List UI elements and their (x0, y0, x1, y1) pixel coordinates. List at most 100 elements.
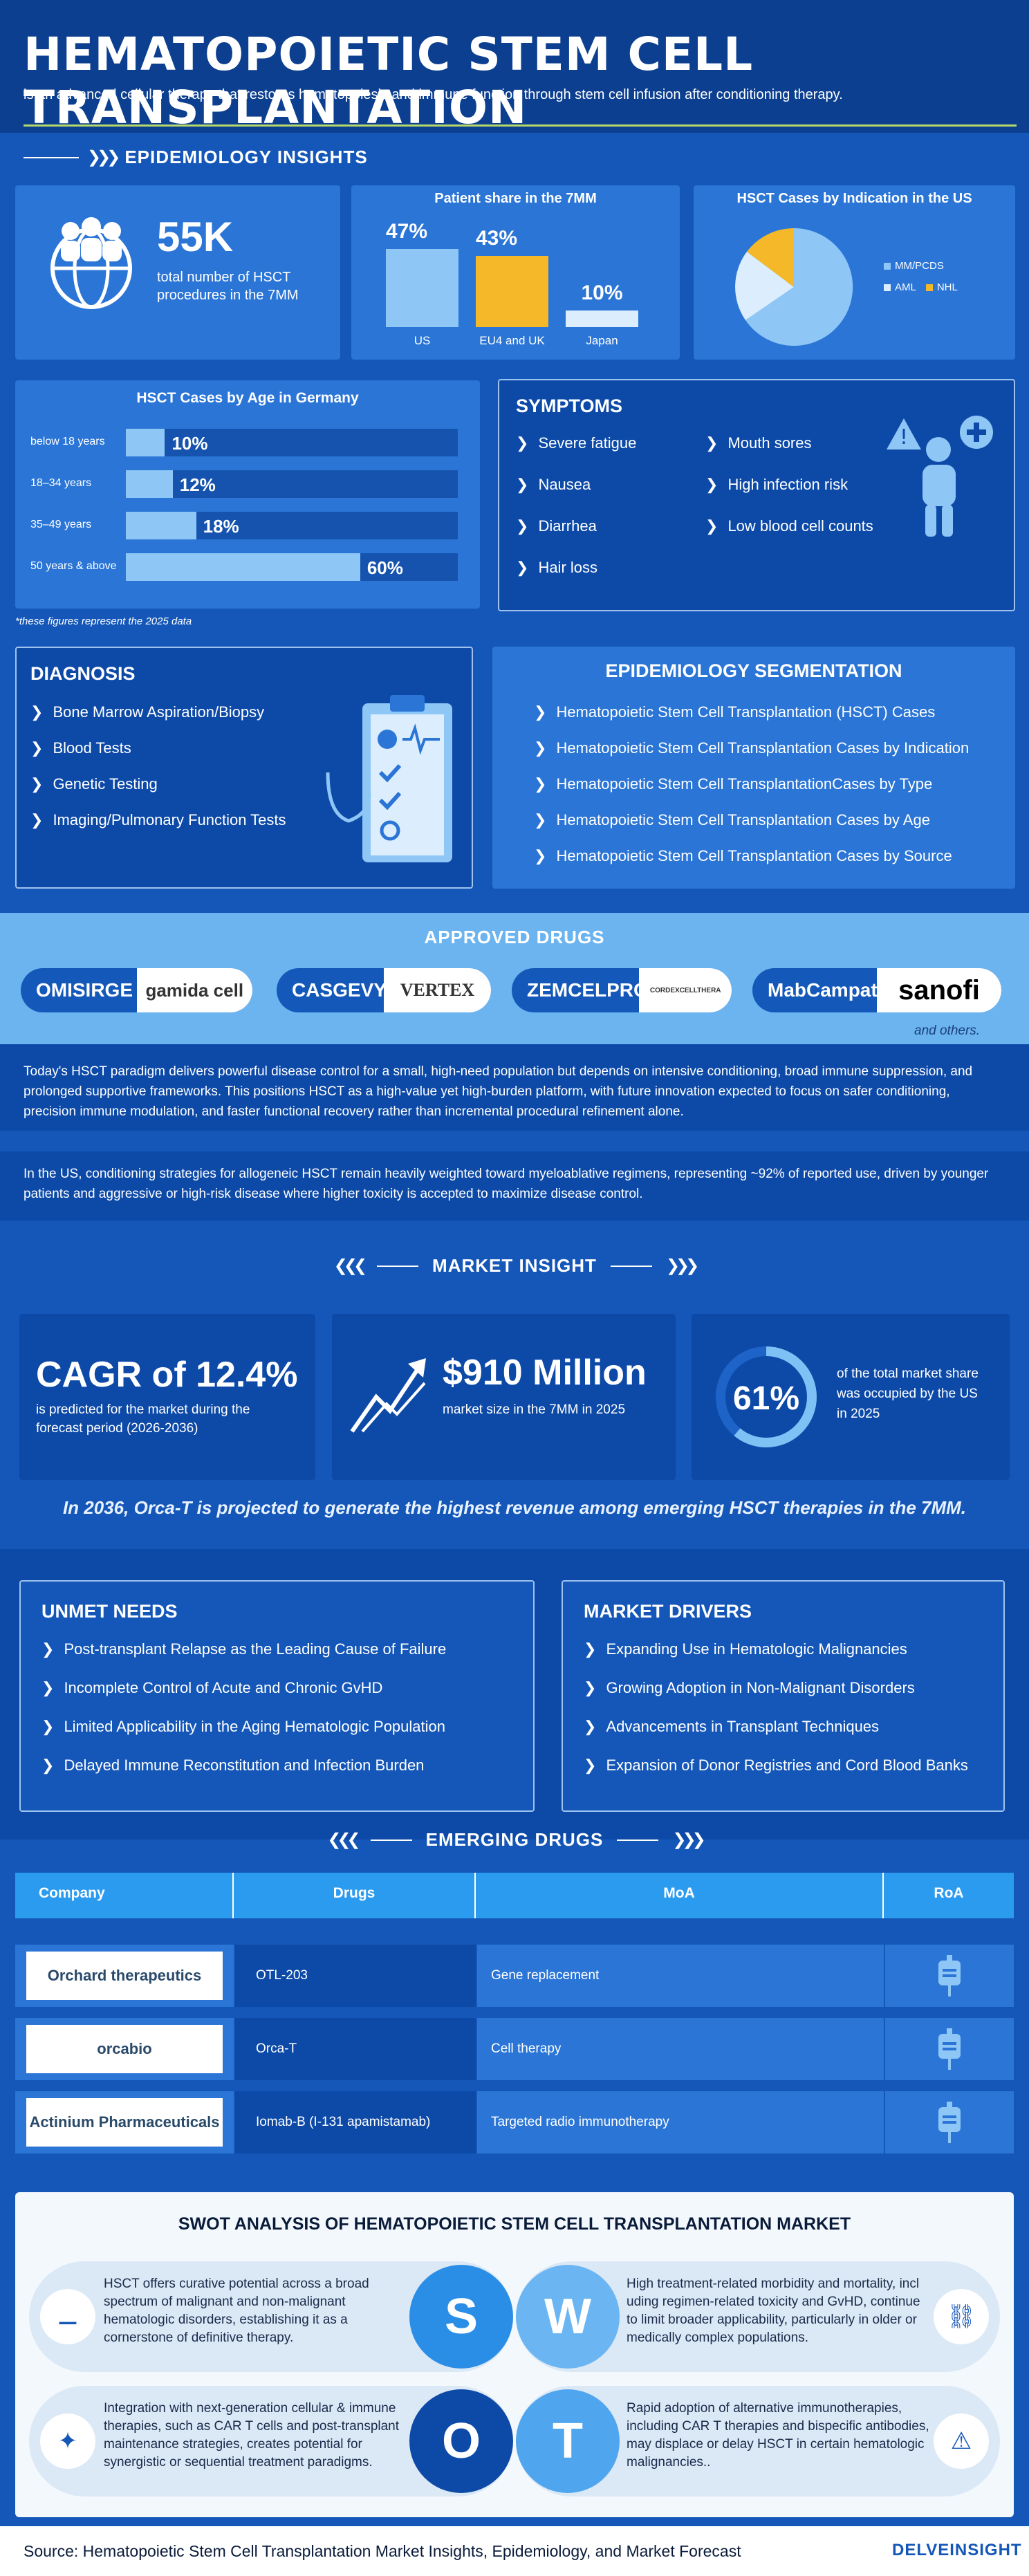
swot-panel: SWOT ANALYSIS OF HEMATOPOIETIC STEM CELL… (15, 2192, 1014, 2517)
unmet-item: ❯ Incomplete Control of Acute and Chronic… (41, 1679, 383, 1696)
chevron-right-icon: ❯ (516, 434, 529, 452)
age-label: below 18 years (30, 436, 105, 447)
swot-letter-w: W (516, 2265, 620, 2369)
swot-threat-text: Rapid adoption of alternative immunother… (627, 2401, 929, 2470)
chevron-right-icon: ❯ (584, 1640, 597, 1658)
age-title: HSCT Cases by Age in Germany (136, 390, 359, 406)
segmentation-item: ❯ Hematopoietic Stem Cell Transplantation… (534, 739, 970, 757)
col-roa: RoA (934, 1885, 964, 1901)
segmentation-item: ❯ Hematopoietic Stem Cell Transplantation… (534, 847, 952, 864)
diagnosis-item: ❯ Blood Tests (30, 739, 131, 757)
vertex-logo: VERTEX (384, 968, 491, 1012)
indication-pie (735, 228, 853, 346)
chevrons-icon: ❯❯❯ (87, 148, 120, 167)
patient-share-panel: Patient share in the 7MM 47% US 43% EU4 and… (351, 185, 680, 360)
iv-bag-icon (938, 2028, 961, 2070)
moa-cell: Cell therapy (476, 2018, 884, 2080)
table-row: Orchard therapeutics OTL-203 Gene replac… (15, 1945, 1014, 2007)
emerging-title: EMERGING DRUGS (425, 1829, 604, 1850)
swot-letter-t: T (516, 2389, 620, 2493)
roa-cell (884, 1945, 1014, 2007)
clipboard-icon (326, 695, 452, 862)
chevron-right-icon: ❯ (534, 703, 547, 721)
chevron-right-icon: ❯ (516, 476, 529, 493)
growth-arrows-icon (350, 1358, 426, 1433)
chevrons-right-icon: ❯❯❯ (672, 1831, 705, 1849)
us-share-text: of the total market share was occupied b… (837, 1366, 979, 1421)
emerging-section-header: ❮❮❮ EMERGING DRUGS ❯❯❯ (0, 1829, 1029, 1851)
symptoms-left: ❯ Severe fatigue ❯ Nausea ❯ Diarrhea ❯ Hair … (516, 434, 636, 577)
paragraph2-band: In the US, conditioning strategies for a… (0, 1151, 1029, 1221)
chevron-right-icon: ❯ (30, 703, 44, 721)
page-title: HEMATOPOIETIC STEM CELL TRANSPLANTATION (24, 28, 754, 134)
chevrons-left-icon: ❮❮❮ (327, 1831, 360, 1849)
drivers-list: ❯ Expanding Use in Hematologic Malignanci… (584, 1640, 968, 1775)
segmentation-item: ❯ Hematopoietic Stem Cell Transplantation… (534, 775, 933, 793)
age-bar (126, 429, 165, 456)
patient-icon: ! (887, 416, 993, 537)
chevron-right-icon: ❯ (534, 739, 547, 757)
driver-item: ❯ Advancements in Transplant Techniques (584, 1718, 880, 1735)
chevron-right-icon: ❯ (516, 559, 529, 576)
diagnosis-list: ❯ Bone Marrow Aspiration/Biopsy ❯ Blood Te… (30, 703, 286, 829)
swot-letter-s: S (409, 2265, 513, 2369)
market-section-header: ❮❮❮ MARKET INSIGHT ❯❯❯ (0, 1255, 1029, 1277)
header: HEMATOPOIETIC STEM CELL TRANSPLANTATION … (0, 0, 1029, 134)
symptoms-panel: SYMPTOMS ❯ Severe fatigue ❯ Nausea ❯ Diarrh… (498, 379, 1015, 611)
us-share-value: 61% (732, 1380, 800, 1417)
age-track (126, 470, 458, 498)
age-label: 35–49 years (30, 519, 92, 530)
age-panel: HSCT Cases by Age in Germany below 18 ye… (15, 380, 480, 609)
symptom-item: ❯ Nausea (516, 476, 591, 493)
pie-slice-aml (735, 252, 794, 320)
chevron-right-icon: ❯ (705, 517, 719, 535)
us-share-ring (716, 1346, 817, 1447)
roa-cell (884, 2091, 1014, 2153)
pie-legend: MM/PCDS AML NHL (884, 260, 958, 293)
symptom-item: ❯ Hair loss (516, 559, 598, 576)
drug-casgevy: CASGEVY VERTEX (277, 968, 491, 1012)
header-rule (24, 124, 1017, 127)
unmet-title: UNMET NEEDS (41, 1601, 178, 1622)
market-size-text: market size in the 7MM in 2025 (443, 1402, 626, 1417)
approved-title: APPROVED DRUGS (424, 927, 605, 947)
warning-icon: ⚠ (934, 2413, 989, 2469)
market-title: MARKET INSIGHT (432, 1255, 597, 1276)
driver-item: ❯ Growing Adoption in Non-Malignant Disor… (584, 1679, 915, 1696)
sanofi-logo: sanofi (877, 968, 1001, 1012)
legend-row: AML NHL (884, 281, 958, 293)
chevron-right-icon: ❯ (516, 517, 529, 535)
chevron-right-icon: ❯ (534, 775, 547, 793)
global-people-icon (50, 217, 132, 309)
unmet-item: ❯ Limited Applicability in the Aging Hema… (41, 1718, 445, 1735)
diagnosis-panel: DIAGNOSIS ❯ Bone Marrow Aspiration/Biopsy… (15, 647, 473, 889)
chevron-right-icon: ❯ (534, 847, 547, 864)
table-row: Actinium Pharmaceuticals Iomab-B (I-131 … (15, 2091, 1014, 2153)
age-track (126, 429, 458, 456)
broken-link-icon: ⛓ (934, 2289, 989, 2344)
driver-item: ❯ Expansion of Donor Registries and Cord … (584, 1757, 968, 1774)
procedures-text: total number of HSCT procedures in the 7… (157, 270, 299, 303)
age-bar (126, 512, 196, 539)
procedures-panel: 55K total number of HSCT procedures in t… (15, 185, 340, 360)
unmet-needs-panel: UNMET NEEDS ❯ Post-transplant Relapse as … (19, 1580, 535, 1812)
indication-title: HSCT Cases by Indication in the US (736, 191, 972, 206)
drug-omisirge: OMISIRGE gamida cell (21, 968, 252, 1012)
swot-weakness-text: High treatment-related morbidity and mor… (627, 2277, 920, 2345)
chevron-right-icon: ❯ (584, 1679, 597, 1696)
symptom-item: ❯ Severe fatigue (516, 434, 637, 452)
company-logo: Orchard therapeutics (26, 1952, 223, 2000)
chevrons-left-icon: ❮❮❮ (333, 1257, 367, 1275)
share-label: Japan (586, 334, 618, 347)
diagnosis-title: DIAGNOSIS (30, 663, 136, 684)
chevron-right-icon: ❯ (30, 739, 44, 757)
share-bar (476, 255, 548, 327)
paragraph1-band: Today's HSCT paradigm delivers powerful … (0, 1044, 1029, 1131)
company-logo-cell: Actinium Pharmaceuticals (15, 2091, 234, 2153)
chevron-right-icon: ❯ (41, 1757, 55, 1774)
symptom-item: ❯ Mouth sores (705, 434, 812, 452)
segmentation-item: ❯ Hematopoietic Stem Cell Transplantation… (534, 811, 930, 828)
cagr-value: CAGR of 12.4% (36, 1355, 298, 1395)
company-logo-cell: Orchard therapeutics (15, 1945, 234, 2007)
chevron-right-icon: ❯ (30, 811, 44, 828)
